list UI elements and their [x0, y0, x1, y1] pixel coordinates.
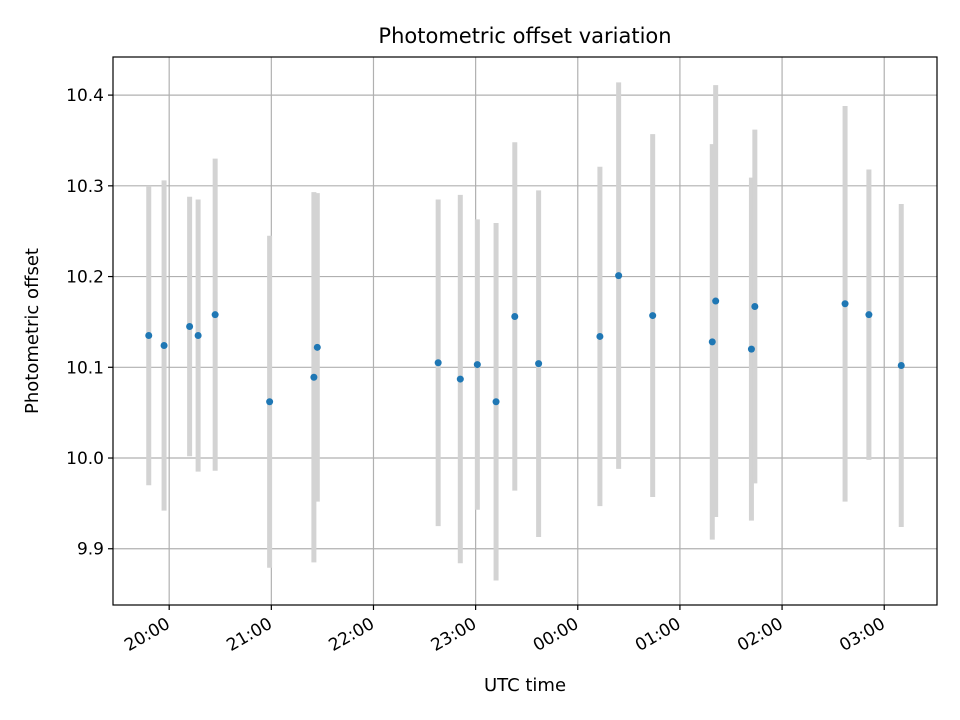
data-point	[649, 312, 657, 320]
data-point	[712, 297, 720, 305]
y-tick-label: 10.4	[66, 86, 104, 106]
data-point	[145, 332, 153, 340]
data-point	[535, 360, 543, 368]
data-point	[492, 398, 500, 406]
data-point	[211, 311, 219, 319]
data-point	[266, 398, 274, 406]
data-point	[841, 300, 849, 308]
grid	[113, 57, 937, 605]
data-point	[310, 373, 318, 381]
data-point	[456, 375, 464, 383]
y-tick-label: 10.2	[66, 268, 104, 288]
plot-frame	[112, 56, 938, 606]
data-point	[596, 332, 604, 340]
data-point	[511, 312, 519, 320]
y-tick-label: 10.3	[66, 177, 104, 197]
y-tick-label: 10.0	[66, 449, 104, 469]
y-tick-label: 9.9	[77, 540, 104, 560]
x-axis-title: UTC time	[484, 675, 566, 696]
data-point	[865, 311, 873, 319]
data-point	[897, 361, 905, 369]
data-point	[708, 338, 716, 346]
data-point	[473, 361, 481, 369]
data-point	[313, 343, 321, 351]
data-point	[194, 332, 202, 340]
chart-title: Photometric offset variation	[378, 24, 671, 48]
data-point	[747, 345, 755, 353]
y-axis-title: Photometric offset	[22, 248, 43, 414]
data-point	[186, 322, 194, 330]
data-point	[160, 342, 168, 350]
data-point	[751, 303, 759, 311]
data-points	[145, 272, 905, 406]
y-tick-label: 10.1	[66, 358, 104, 378]
data-point	[615, 272, 623, 280]
y-axis-ticks: 9.9 10.0 10.1 10.2 10.3 10.4	[66, 86, 113, 560]
data-point	[434, 359, 442, 367]
